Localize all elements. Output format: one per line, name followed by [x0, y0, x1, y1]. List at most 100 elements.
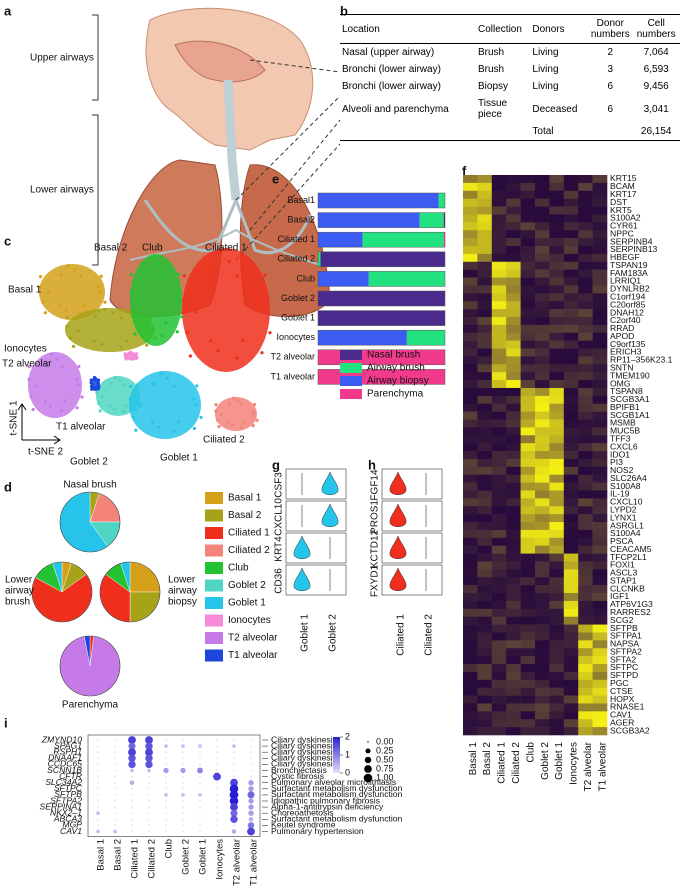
- heatmap-cell: [535, 474, 550, 483]
- heatmap-cell: [477, 395, 493, 405]
- heatmap-cell: [535, 324, 550, 334]
- violin-gene-label: CXCL10: [274, 498, 285, 536]
- dot: [165, 782, 167, 784]
- heatmap-cell: [506, 553, 521, 562]
- tsne-point: [161, 273, 165, 277]
- heatmap-cell: [520, 490, 536, 499]
- heatmap-cell: [506, 427, 521, 436]
- tsne-point: [239, 403, 244, 407]
- dot: [114, 745, 116, 747]
- dot: [181, 793, 185, 797]
- heatmap-cell: [535, 261, 550, 270]
- bar-segment: [318, 232, 363, 248]
- heatmap-cell: [520, 230, 536, 239]
- heatmap-cell: [592, 640, 608, 649]
- color-bar-label: 1: [345, 749, 350, 759]
- heatmap-cell: [563, 395, 579, 405]
- heatmap-cell: [578, 285, 593, 294]
- heatmap-cell: [549, 269, 565, 278]
- heatmap-cell: [549, 719, 565, 728]
- heatmap-cell: [549, 206, 565, 215]
- heatmap-cell: [463, 711, 478, 720]
- tsne-point: [251, 424, 255, 428]
- heatmap-gene-label: NOS2: [610, 465, 634, 475]
- heatmap-gene-label: C1orf194: [610, 292, 646, 302]
- heatmap-cell: [563, 387, 579, 397]
- tsne-point: [43, 399, 48, 403]
- tsne-point: [76, 383, 80, 387]
- heatmap-cell: [549, 616, 565, 625]
- heatmap-cell: [477, 695, 493, 704]
- dot-column-label: T2 alveolar: [232, 839, 243, 886]
- heatmap-cell: [506, 537, 521, 547]
- dot: [182, 812, 184, 814]
- table-header-cell: Cell numbers: [636, 18, 676, 40]
- heatmap-cell: [491, 190, 507, 199]
- dot-disease-label: Idiopathic pulmonary fibrosis: [271, 795, 380, 805]
- heatmap-cell: [578, 340, 593, 349]
- heatmap-cell: [477, 253, 493, 263]
- heatmap-cell: [491, 624, 507, 633]
- heatmap-gene-label: PSCA: [610, 536, 634, 546]
- heatmap-cell: [578, 703, 593, 712]
- dot: [148, 782, 150, 784]
- tsne-point: [82, 304, 87, 308]
- dot: [131, 775, 133, 778]
- heatmap-cell: [477, 711, 493, 720]
- panel-letter: a: [4, 3, 12, 18]
- heatmap-gene-label: SERPINB13: [610, 244, 658, 254]
- heatmap-cell: [520, 616, 536, 625]
- heatmap-cell: [506, 411, 521, 420]
- heatmap-cell: [520, 269, 536, 278]
- heatmap-cell: [477, 356, 493, 365]
- heatmap-cell: [535, 332, 550, 341]
- heatmap-cell: [506, 545, 521, 554]
- heatmap-gene-label: NAPSA: [610, 639, 639, 649]
- dot: [216, 751, 218, 753]
- dot: [97, 818, 99, 820]
- tsne-point: [122, 383, 126, 387]
- heatmap-cell: [463, 340, 478, 349]
- heatmap-gene-label: CAV1: [610, 710, 632, 720]
- heatmap-gene-label: ASRGL1: [610, 520, 644, 530]
- heatmap-cell: [491, 253, 507, 263]
- tsne-point: [100, 342, 104, 346]
- violin: [389, 503, 407, 527]
- dot-disease-label: Ciliary dyskinesia: [271, 734, 338, 744]
- heatmap-cell: [463, 387, 478, 397]
- heatmap-cell: [549, 443, 565, 452]
- heatmap-cell: [549, 529, 565, 539]
- heatmap-cell: [506, 687, 521, 696]
- dot: [97, 806, 99, 808]
- table-cell: [340, 123, 476, 141]
- heatmap-cell: [491, 664, 507, 673]
- heatmap-cell: [549, 711, 565, 720]
- dot: [145, 754, 153, 763]
- heatmap-cell: [549, 175, 565, 184]
- heatmap-cell: [477, 671, 493, 681]
- heatmap-cell: [549, 577, 565, 586]
- dot: [145, 742, 153, 750]
- heatmap-cell: [592, 285, 608, 294]
- heatmap-gene-label: RARRES2: [610, 607, 651, 617]
- heatmap-cell: [520, 443, 536, 452]
- heatmap-cell: [563, 593, 579, 602]
- heatmap-cell: [520, 214, 536, 223]
- heatmap-cell: [506, 372, 521, 381]
- tsne-point: [113, 375, 117, 379]
- heatmap-cell: [535, 230, 550, 239]
- dot: [182, 775, 184, 778]
- heatmap-cell: [506, 506, 521, 515]
- heatmap-cell: [578, 356, 593, 365]
- size-legend-label: 0.75: [376, 763, 394, 773]
- heatmap-cell: [463, 514, 478, 523]
- dot: [148, 806, 150, 808]
- size-legend-label: 0.25: [376, 745, 394, 755]
- heatmap-cell: [578, 466, 593, 476]
- heatmap-cell: [491, 316, 507, 326]
- heatmap-cell: [463, 600, 478, 610]
- heatmap-cell: [491, 372, 507, 381]
- dot: [250, 763, 252, 766]
- heatmap-cell: [463, 372, 478, 381]
- heatmap-cell: [592, 608, 608, 617]
